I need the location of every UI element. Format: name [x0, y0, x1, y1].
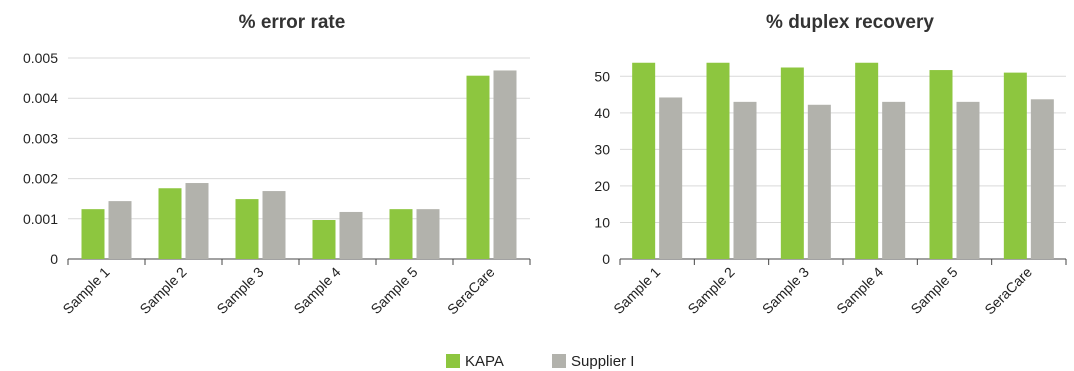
bar-kapa — [389, 209, 413, 259]
error-rate-chart: % error rate 0 0.001 0.002 0.003 0.004 0.005 S… — [23, 12, 531, 318]
y-tick-label: 0.002 — [23, 171, 58, 187]
duplex-recovery-chart: % duplex recovery 0 10 20 30 40 50 Sample 1 Sam… — [594, 12, 1067, 318]
x-tick-label: Sample 1 — [59, 264, 112, 317]
bar-kapa — [158, 188, 182, 259]
legend-swatch-supplier-i — [552, 354, 566, 368]
bar-kapa — [780, 67, 804, 259]
legend-swatch-kapa — [446, 354, 460, 368]
bar-kapa — [466, 75, 490, 259]
x-tick-label: Sample 3 — [759, 264, 812, 317]
bar-supplier-i — [185, 183, 209, 259]
bar-kapa — [81, 209, 105, 259]
bar-kapa — [632, 62, 656, 259]
chart-title: % duplex recovery — [766, 12, 934, 33]
chart-title: % error rate — [239, 12, 346, 33]
bar-kapa — [1003, 72, 1027, 259]
bar-supplier-i — [262, 191, 286, 259]
y-tick-label: 50 — [594, 68, 610, 84]
bar-supplier-i — [1030, 99, 1054, 260]
bar-supplier-i — [807, 104, 831, 259]
bar-supplier-i — [493, 70, 517, 259]
x-tick-label: Sample 5 — [367, 264, 420, 317]
y-tick-label: 10 — [594, 214, 610, 230]
x-tick-label: Sample 4 — [833, 264, 886, 317]
bar-supplier-i — [659, 97, 683, 260]
bar-supplier-i — [108, 201, 132, 259]
y-tick-label: 20 — [594, 178, 610, 194]
bar-supplier-i — [339, 211, 363, 259]
y-tick-label: 40 — [594, 105, 610, 121]
y-tick-label: 0.004 — [23, 90, 58, 106]
y-tick-label: 0 — [602, 251, 610, 267]
y-tick-label: 0.005 — [23, 50, 58, 66]
bar-kapa — [312, 220, 336, 259]
bar-kapa — [929, 70, 953, 259]
y-tick-label: 0.003 — [23, 130, 58, 146]
bar-kapa — [706, 62, 730, 259]
x-tick-label: Sample 4 — [290, 264, 343, 317]
bar-supplier-i — [416, 209, 440, 259]
y-tick-label: 30 — [594, 141, 610, 157]
x-tick-label: Sample 1 — [610, 264, 663, 317]
legend: KAPA Supplier I — [446, 353, 634, 370]
bar-kapa — [235, 199, 259, 259]
legend-label-supplier-i: Supplier I — [571, 353, 634, 370]
bar-supplier-i — [956, 101, 980, 259]
legend-label-kapa: KAPA — [465, 353, 504, 370]
x-tick-label: Sample 2 — [136, 264, 189, 317]
bar-supplier-i — [882, 101, 906, 259]
bar-supplier-i — [733, 101, 757, 259]
x-tick-label: Sample 3 — [213, 264, 266, 317]
x-tick-label: SeraCare — [444, 264, 498, 318]
y-tick-label: 0 — [50, 251, 58, 267]
x-tick-label: Sample 5 — [907, 264, 960, 317]
x-tick-label: Sample 2 — [684, 264, 737, 317]
bar-kapa — [855, 62, 879, 259]
x-tick-label: SeraCare — [981, 264, 1035, 318]
y-tick-label: 0.001 — [23, 211, 58, 227]
